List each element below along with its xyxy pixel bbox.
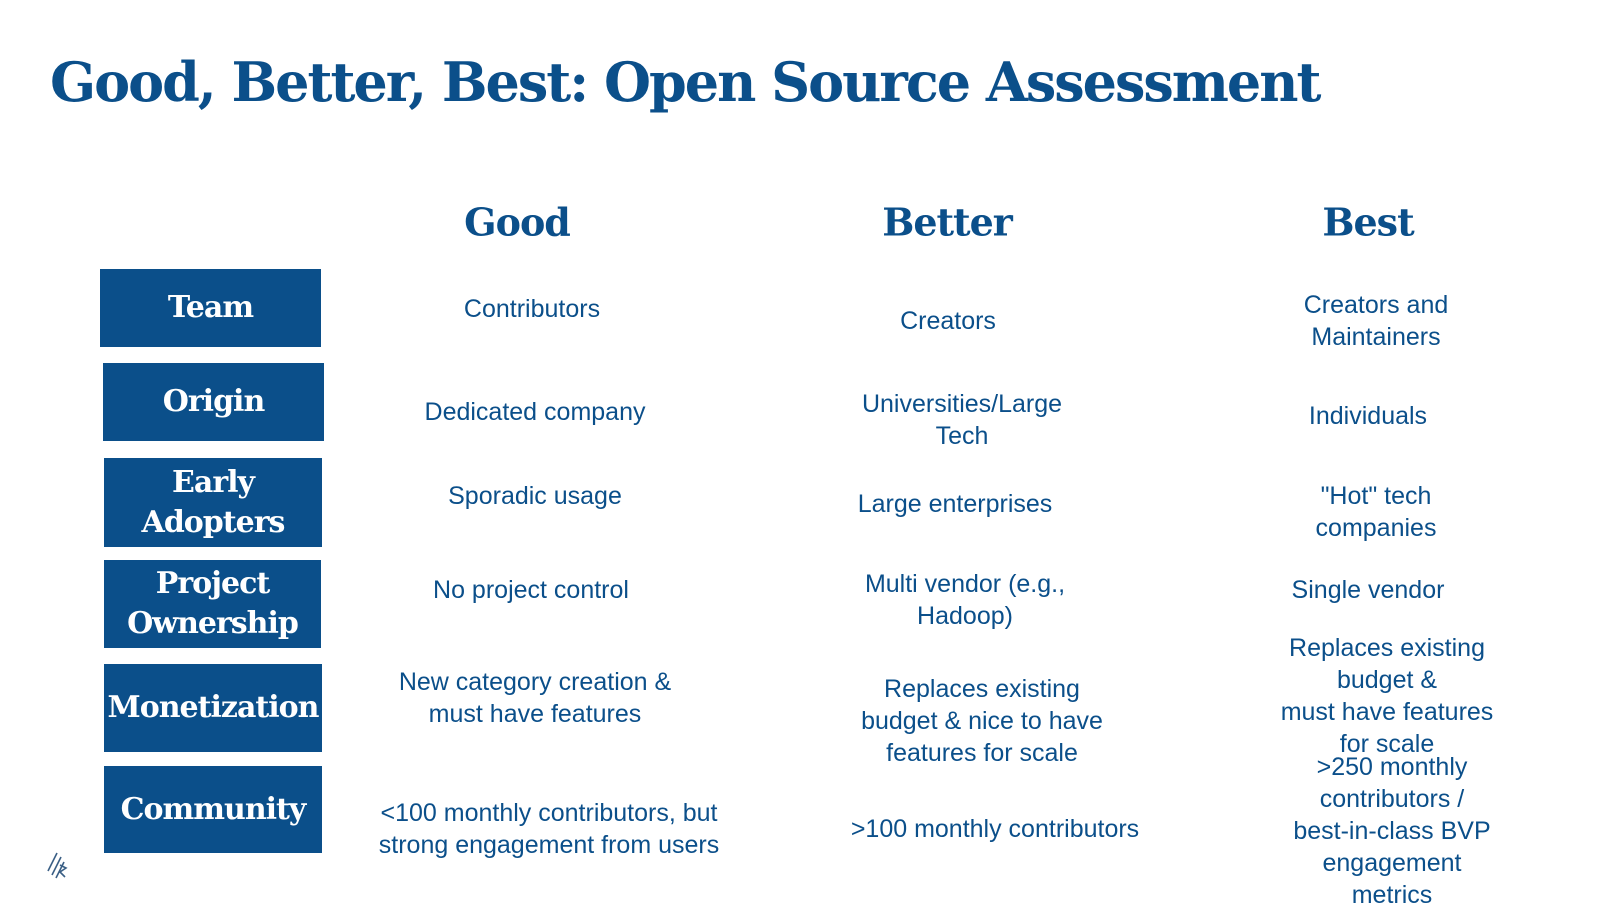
slide-title: Good, Better, Best: Open Source Assessme… [50,50,1321,114]
cell-community-best: >250 monthly contributors / best-in-clas… [1293,753,1491,909]
cell-project-ownership-better: Multi vendor (e.g., Hadoop) [864,570,1066,630]
diagonal-stripes-logo-icon [47,852,68,879]
cell-early-adopters-best: "Hot" tech companies [1315,482,1437,542]
row-label-early-adopters: Early Adopters [104,458,322,547]
cell-community-good: <100 monthly contributors, but strong en… [378,799,720,859]
row-label-project-ownership: Project Ownership [104,560,321,648]
cell-project-ownership-good: No project control [433,576,629,604]
cell-early-adopters-good: Sporadic usage [448,482,622,510]
row-label-community: Community [104,766,322,853]
cell-team-best: Creators and Maintainers [1303,291,1449,351]
cell-community-better: >100 monthly contributors [850,815,1140,843]
cell-project-ownership-best: Single vendor [1291,576,1445,604]
cell-origin-better: Universities/Large Tech [861,390,1063,450]
cell-origin-good: Dedicated company [424,398,646,426]
column-header-best: Best [1322,199,1414,245]
cell-monetization-good: New category creation & must have featur… [398,668,672,728]
row-label-origin: Origin [103,363,324,441]
cell-monetization-better: Replaces existing budget & nice to have … [861,675,1103,767]
cell-team-good: Contributors [463,295,601,323]
row-label-team: Team [100,269,321,347]
cell-monetization-best: Replaces existing budget & must have fea… [1280,634,1494,758]
row-label-monetization: Monetization [104,664,322,752]
column-header-better: Better [882,199,1013,245]
cell-early-adopters-better: Large enterprises [857,490,1053,518]
column-header-good: Good [464,199,571,245]
cell-origin-best: Individuals [1308,402,1428,430]
cell-team-better: Creators [900,307,996,335]
